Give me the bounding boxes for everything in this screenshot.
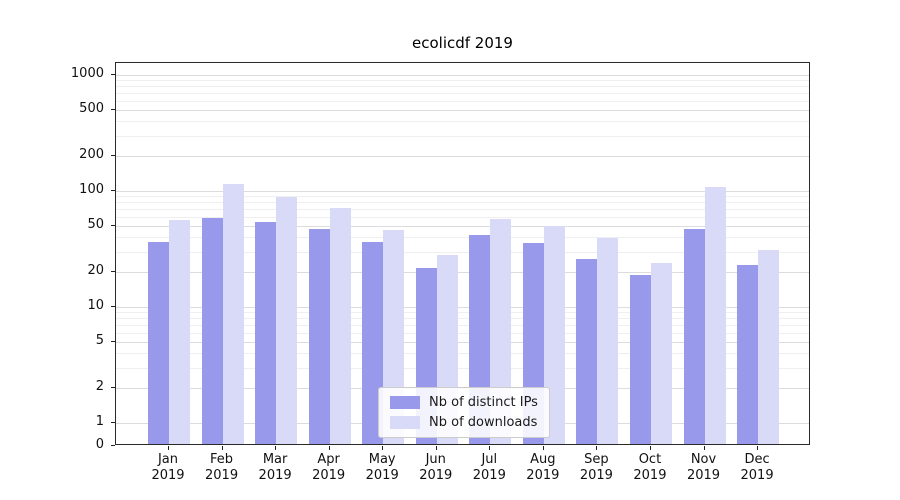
gridline-minor-y-7 [116,324,809,326]
x-tick-mark-dec [757,446,759,450]
y-tick-mark-100 [111,190,115,191]
gridline-y-50 [116,225,809,227]
x-tick-mark-sep [596,446,598,450]
y-tick-mark-2 [111,387,115,389]
y-tick-label-200: 200 [79,147,104,163]
x-tick-label-jan: Jan 2019 [151,452,185,483]
gridline-minor-y-60 [116,216,809,218]
x-tick-label-nov: Nov 2019 [686,452,721,483]
legend-item-distinct-ips: Nb of distinct IPs [390,395,538,410]
y-tick-mark-500 [111,108,115,110]
gridline-minor-y-30 [116,251,809,253]
bar-nb-of-downloads-feb [222,184,244,444]
x-tick-mark-apr [328,446,330,450]
gridline-y-10 [116,307,809,308]
y-tick-label-0: 0 [95,437,104,452]
plot-area: Nb of distinct IPs Nb of downloads [115,62,810,445]
gridline-minor-y-9 [116,312,809,314]
x-tick-label-sep: Sep 2019 [579,452,613,483]
y-tick-mark-1000 [111,74,115,75]
gridline-minor-y-3 [116,367,809,369]
y-tick-mark-1 [111,422,115,423]
y-tick-label-5: 5 [95,332,104,348]
y-tick-label-500: 500 [79,100,104,116]
x-tick-label-feb: Feb 2019 [205,452,239,483]
legend-label-distinct-ips: Nb of distinct IPs [429,395,538,410]
bar-nb-of-distinct-ips-sep [576,258,598,444]
x-tick-mark-nov [703,446,705,450]
gridline-minor-y-300 [116,135,809,137]
bar-nb-of-downloads-dec [758,249,780,444]
legend-swatch-distinct-ips [390,396,420,409]
gridline-y-20 [116,272,809,274]
gridline-minor-y-900 [116,80,809,82]
gridline-minor-y-40 [116,237,809,239]
x-tick-mark-feb [221,446,223,450]
gridline-y-5 [116,341,809,343]
bar-nb-of-downloads-apr [329,208,351,444]
chart-title: ecolicdf 2019 [412,34,513,52]
gridline-y-1000 [116,75,809,76]
y-tick-mark-0 [111,445,115,446]
y-tick-mark-200 [111,155,115,157]
x-tick-label-dec: Dec 2019 [740,452,774,483]
x-tick-mark-jun [435,446,437,450]
bar-nb-of-downloads-oct [650,263,672,444]
bar-nb-of-distinct-ips-oct [629,275,651,444]
gridline-minor-y-90 [116,196,809,198]
x-tick-label-aug: Aug 2019 [526,452,560,483]
gridline-minor-y-600 [116,100,809,102]
bar-nb-of-distinct-ips-jan [148,241,169,444]
y-tick-mark-50 [111,224,115,226]
gridline-minor-y-4 [116,353,809,355]
legend-item-downloads: Nb of downloads [390,415,538,430]
x-tick-label-jun: Jun 2019 [419,452,453,483]
x-tick-mark-oct [649,446,651,450]
y-tick-label-10: 10 [87,298,104,313]
bar-nb-of-downloads-mar [276,197,298,444]
gridline-minor-y-80 [116,202,809,204]
y-tick-label-1: 1 [95,414,104,429]
x-tick-label-apr: Apr 2019 [312,452,346,483]
gridline-minor-y-700 [116,92,809,94]
bar-nb-of-distinct-ips-feb [201,218,223,444]
x-tick-mark-jul [489,446,491,450]
gridline-y-200 [116,156,809,158]
y-tick-label-20: 20 [87,263,104,279]
x-tick-label-oct: Oct 2019 [633,452,667,483]
legend-swatch-downloads [390,416,420,429]
bar-nb-of-distinct-ips-dec [737,265,759,444]
bar-nb-of-downloads-jan [169,220,190,444]
legend-label-downloads: Nb of downloads [429,415,538,430]
x-tick-label-may: May 2019 [365,452,399,483]
x-tick-label-mar: Mar 2019 [258,452,292,483]
x-tick-mark-mar [275,446,277,450]
gridline-y-100 [116,191,809,192]
y-tick-label-2: 2 [95,379,104,395]
gridline-y-500 [116,109,809,111]
bar-nb-of-distinct-ips-nov [683,229,705,444]
x-tick-mark-aug [542,446,544,450]
y-tick-label-1000: 1000 [70,66,104,81]
gridline-minor-y-70 [116,208,809,210]
x-tick-mark-may [382,446,384,450]
x-tick-label-jul: Jul 2019 [472,452,506,483]
x-tick-mark-jan [168,446,169,450]
y-tick-label-50: 50 [87,216,104,232]
bar-nb-of-distinct-ips-may [362,241,384,444]
gridline-minor-y-800 [116,86,809,88]
bar-nb-of-downloads-nov [704,186,726,444]
legend: Nb of distinct IPs Nb of downloads [378,387,550,438]
gridline-minor-y-6 [116,332,809,334]
bar-nb-of-distinct-ips-mar [255,221,277,444]
y-tick-mark-10 [111,306,115,307]
y-tick-label-100: 100 [79,182,104,197]
gridline-minor-y-8 [116,318,809,320]
y-tick-mark-20 [111,271,115,273]
y-tick-mark-5 [111,340,115,342]
bar-nb-of-distinct-ips-apr [308,229,330,444]
bar-nb-of-downloads-sep [597,237,619,444]
gridline-minor-y-400 [116,121,809,123]
